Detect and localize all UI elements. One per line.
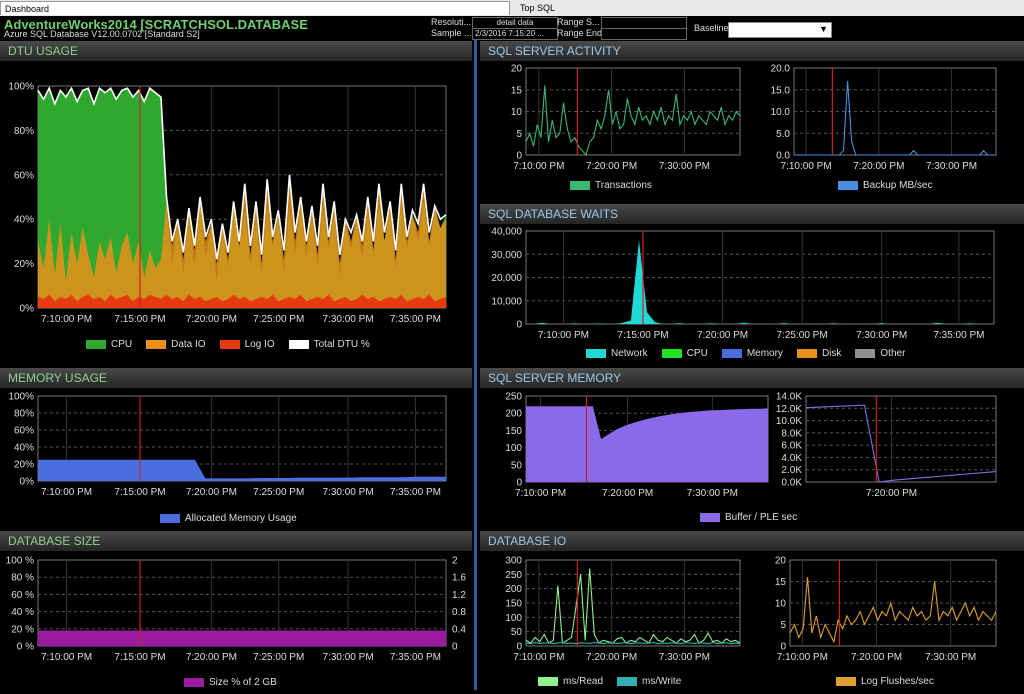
- legend-item: CPU: [661, 348, 708, 359]
- legend-swatch: [184, 678, 204, 687]
- legend-item: Total DTU %: [288, 339, 370, 350]
- baseline-label: Baseline: [694, 23, 729, 33]
- panel-title: DTU USAGE: [0, 41, 472, 61]
- legend-label: Log IO: [244, 339, 275, 350]
- legend-swatch: [586, 349, 606, 358]
- legend-item: Other: [855, 348, 905, 359]
- sample-field[interactable]: 2/3/2016 7:15:20 ...: [472, 28, 558, 40]
- legend-swatch: [721, 349, 742, 358]
- legend-label: Log Flushes/sec: [861, 676, 934, 687]
- memory-legend: Allocated Memory Usage: [160, 513, 297, 524]
- dtu-legend: CPU Data IO Log IO Total DTU %: [86, 339, 370, 350]
- legend-label: ms/Write: [642, 676, 682, 687]
- legend-swatch: [146, 340, 167, 349]
- legend-swatch: [836, 677, 856, 686]
- legend-label: Backup MB/sec: [863, 180, 933, 191]
- sql-server-activity-panel: SQL SERVER ACTIVITY: [480, 41, 1024, 203]
- tab-dashboard[interactable]: Dashboard: [0, 1, 510, 15]
- legend-label: Other: [880, 348, 906, 359]
- backup-legend: Backup MB/sec: [838, 180, 932, 191]
- dbsize-legend: Size % of 2 GB: [184, 677, 277, 688]
- memory-usage-panel: MEMORY USAGE: [0, 368, 472, 530]
- panel-splitter[interactable]: [474, 40, 477, 690]
- legend-swatch: [86, 340, 106, 349]
- transactions-legend: Transactions: [570, 180, 652, 191]
- database-version: Azure SQL Database V12.00.0702 [Standard…: [4, 29, 200, 39]
- legend-label: Data IO: [171, 339, 206, 350]
- legend-swatch: [617, 677, 638, 686]
- legend-label: Memory: [746, 348, 783, 359]
- header: AdventureWorks2014 [SCRATCHSOL.DATABASE …: [0, 16, 1024, 40]
- legend-item: Buffer / PLE sec: [700, 512, 797, 523]
- legend-item: Transactions: [570, 180, 652, 191]
- legend-label: Size % of 2 GB: [209, 677, 277, 688]
- legend-swatch: [570, 181, 590, 190]
- legend-swatch: [288, 340, 309, 349]
- legend-label: ms/Read: [563, 676, 604, 687]
- tab-top-sql[interactable]: Top SQL: [520, 3, 556, 13]
- legend-item: CPU: [86, 339, 132, 350]
- chevron-down-icon: ▼: [819, 24, 828, 34]
- range-end-label: Range End: [557, 28, 603, 38]
- buffer-legend: Buffer / PLE sec: [700, 512, 797, 523]
- range-end-field[interactable]: [601, 28, 687, 40]
- legend-label: Transactions: [595, 180, 652, 191]
- database-io-panel: DATABASE IO: [480, 531, 1024, 694]
- legend-item: Data IO: [146, 339, 206, 350]
- legend-item: Backup MB/sec: [838, 180, 932, 191]
- panel-title: MEMORY USAGE: [0, 368, 472, 388]
- panel-title: SQL SERVER MEMORY: [480, 368, 1024, 388]
- legend-item: ms/Write: [617, 676, 681, 687]
- range-start-label: Range S...: [557, 17, 600, 27]
- database-title: AdventureWorks2014 [SCRATCHSOL.DATABASE: [4, 17, 308, 32]
- legend-item: Disk: [796, 348, 842, 359]
- legend-item: Log Flushes/sec: [836, 676, 934, 687]
- panel-title: DATABASE IO: [480, 531, 1024, 551]
- baseline-select[interactable]: ▼: [728, 22, 832, 38]
- sample-label: Sample ...: [431, 28, 472, 38]
- resolution-label: Resoluti...: [431, 17, 472, 27]
- legend-swatch: [855, 349, 876, 358]
- legend-item: Memory: [721, 348, 783, 359]
- legend-item: Log IO: [219, 339, 275, 350]
- tab-bar: Dashboard Top SQL: [0, 0, 1024, 17]
- database-size-panel: DATABASE SIZE: [0, 531, 472, 694]
- sql-server-memory-panel: SQL SERVER MEMORY: [480, 368, 1024, 530]
- legend-label: Network: [611, 348, 648, 359]
- waits-legend: Network CPU Memory Disk Other: [586, 348, 905, 359]
- legend-label: CPU: [111, 339, 133, 350]
- panel-title: DATABASE SIZE: [0, 531, 472, 551]
- legend-item: ms/Read: [538, 676, 603, 687]
- legend-item: Size % of 2 GB: [184, 677, 277, 688]
- legend-label: CPU: [686, 348, 708, 359]
- legend-swatch: [219, 340, 240, 349]
- logflush-legend: Log Flushes/sec: [836, 676, 934, 687]
- legend-swatch: [661, 349, 682, 358]
- legend-item: Network: [586, 348, 648, 359]
- legend-swatch: [700, 513, 720, 522]
- legend-label: Allocated Memory Usage: [185, 513, 297, 524]
- legend-label: Total DTU %: [313, 339, 370, 350]
- legend-label: Buffer / PLE sec: [725, 512, 798, 523]
- legend-swatch: [796, 349, 817, 358]
- legend-swatch: [538, 677, 558, 686]
- panel-title: SQL DATABASE WAITS: [480, 204, 1024, 224]
- panel-title: SQL SERVER ACTIVITY: [480, 41, 1024, 61]
- legend-item: Allocated Memory Usage: [160, 513, 297, 524]
- dbio-legend: ms/Read ms/Write: [538, 676, 681, 687]
- dtu-usage-panel: DTU USAGE: [0, 41, 472, 366]
- legend-swatch: [838, 181, 858, 190]
- sql-database-waits-panel: SQL DATABASE WAITS: [480, 204, 1024, 366]
- legend-label: Disk: [821, 348, 842, 359]
- legend-swatch: [160, 514, 180, 523]
